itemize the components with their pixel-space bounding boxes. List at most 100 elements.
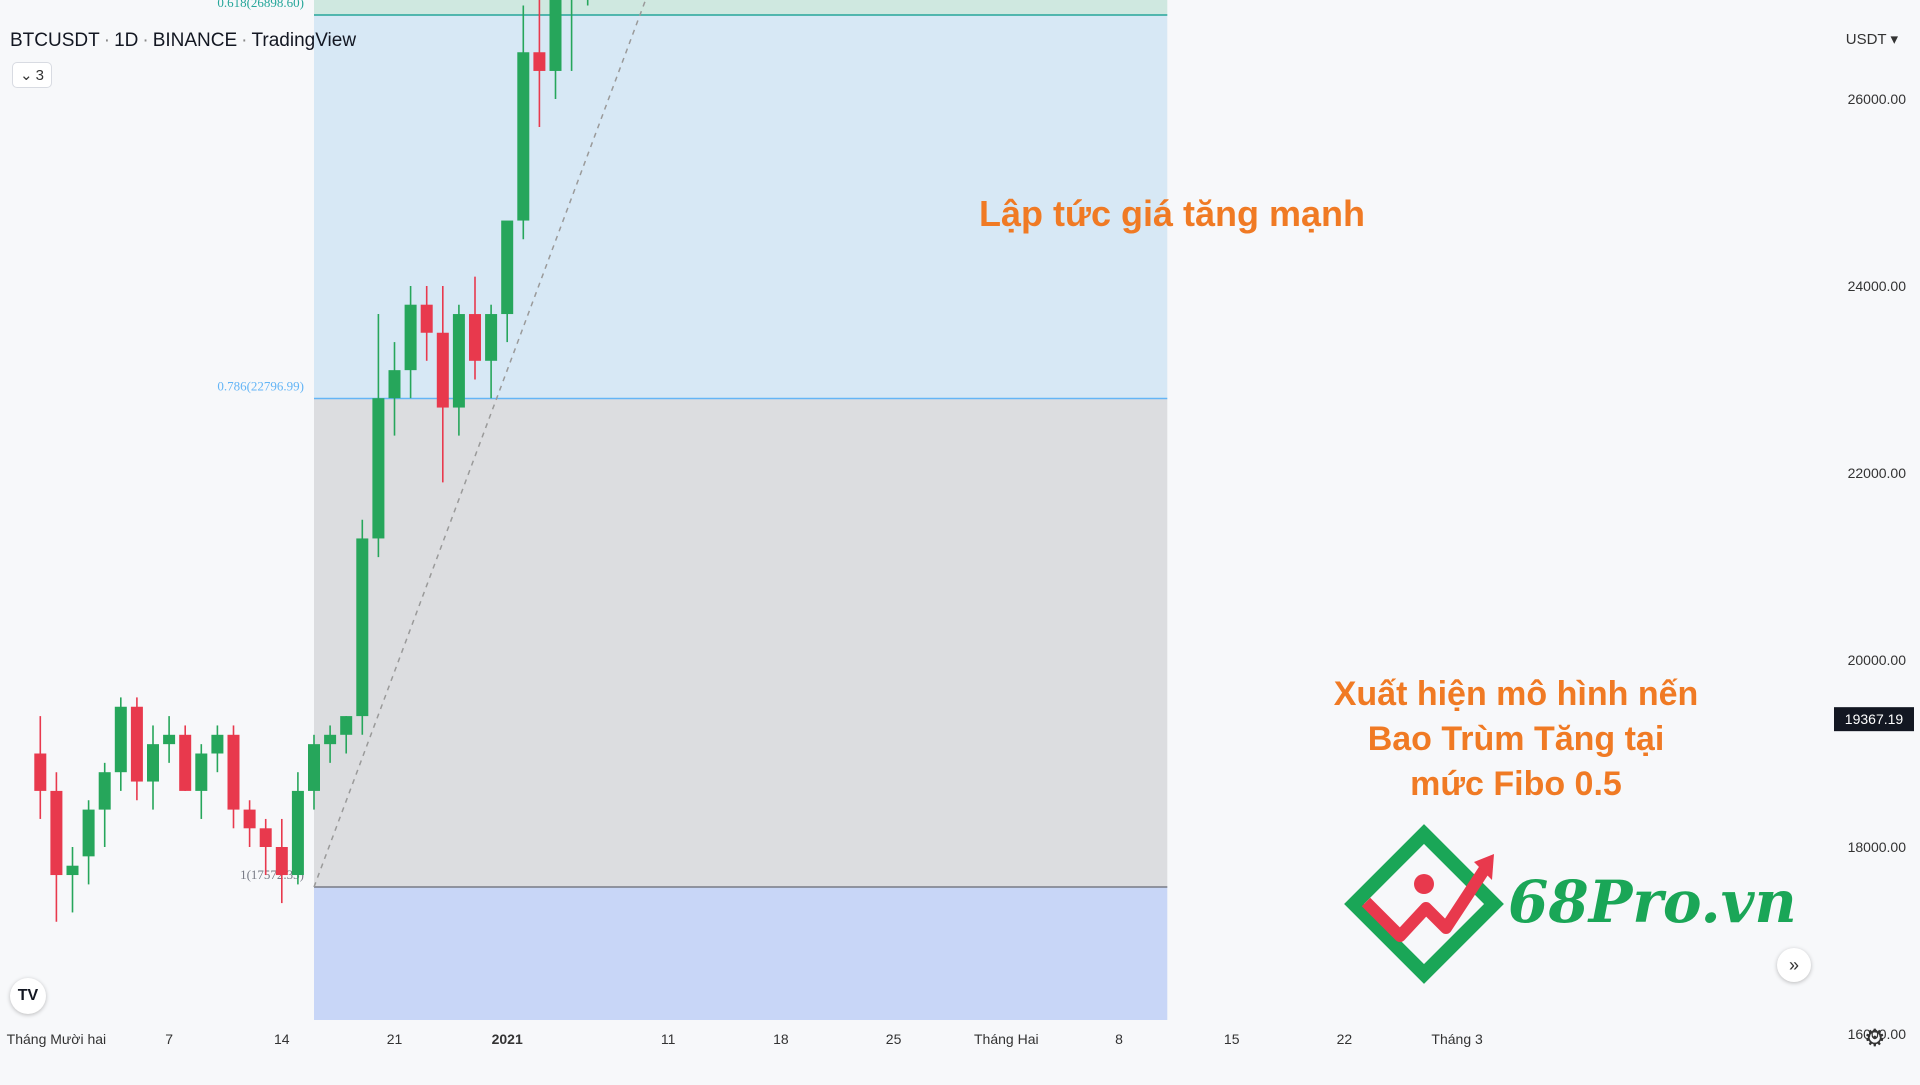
candle [50,772,63,922]
y-tick-label: 20000.00 [1848,652,1907,668]
candle [372,314,385,558]
candle [308,734,320,810]
tradingview-logo-icon[interactable]: TV [10,978,46,1014]
candle [485,304,498,399]
candle-body [485,314,498,361]
x-tick-label: Tháng 3 [1431,1031,1483,1047]
candle [549,0,562,99]
candle [291,772,304,885]
fib-level-label: 0.618(26898.60) [217,0,304,10]
x-tick-label: 15 [1224,1031,1240,1047]
candle [404,286,417,399]
candle-body [356,538,369,717]
candle-body [163,734,176,745]
candle-body [291,790,304,876]
interval-label[interactable]: 1D [114,30,139,51]
candle-body [34,753,47,791]
fibo-low-price-label: 19367.19 [1845,711,1904,727]
candle [259,818,272,876]
double-chevron-right-icon: » [1788,954,1799,975]
gear-icon[interactable]: ⚙ [1864,1025,1886,1052]
x-tick-label: 18 [773,1031,789,1047]
candle [570,0,573,71]
logo-dot [1414,874,1434,894]
fib-zone [314,398,1168,887]
x-tick-label: 2021 [492,1031,523,1047]
symbol-name[interactable]: BTCUSDT [10,30,100,51]
candle [340,716,353,754]
candle-body [549,0,562,71]
candle [130,697,143,801]
fib-level-label: 1(17572.33) [240,867,304,882]
candle-body [388,370,401,399]
candle-body [404,304,417,371]
candle [420,286,433,361]
caret-down-icon: ▾ [1890,31,1898,48]
candle-body [340,716,353,735]
logo-zigzag [1361,860,1494,942]
chevron-down-icon: ⌄ [20,67,33,84]
x-tick-label: 11 [661,1031,676,1047]
fibo-low-price-box [1834,707,1914,732]
candle-body [195,753,208,791]
exchange-label: BINANCE [152,30,238,51]
scroll-to-realtime-button[interactable]: » [1777,948,1811,982]
candle [452,304,465,436]
candle-body [50,790,63,876]
x-tick-label: 22 [1337,1031,1353,1047]
candle [147,725,159,810]
y-tick-label: 22000.00 [1848,465,1907,481]
candle [34,716,47,819]
candle-body [114,706,127,773]
candle-body [98,772,111,810]
currency-selector[interactable]: USDT ▾ [1846,30,1898,48]
candle [163,716,176,763]
candle-body [469,314,481,361]
candle-body [179,734,192,791]
fib-zone [314,0,1168,15]
candle [82,800,95,885]
fib-level-label: 0.786(22796.99) [217,378,304,393]
source-label: TradingView [251,30,357,51]
candle [227,725,240,829]
candle-body [259,828,272,847]
fib-zone [314,886,1168,1020]
candle-body [227,734,240,810]
logo-arrow-tip [1474,854,1494,880]
y-tick-label: 16000.00 [1848,1026,1907,1042]
symbol-header: BTCUSDT · 1D · BINANCE · TradingView [10,30,357,51]
candle-body [147,744,159,782]
time-axis: Tháng Mười hai 7 14 21 2021 11 18 25 Tháng Hai 8 1… [7,1031,1483,1047]
candle-body [517,52,530,221]
x-tick-label: Tháng Mười hai [7,1031,106,1047]
candle-body [436,332,449,408]
candle-body [420,304,433,333]
x-tick-label: Tháng Hai [974,1031,1039,1047]
y-tick-label: 24000.00 [1848,278,1907,294]
candle-body [533,52,546,71]
candle-body [243,809,256,829]
candle [388,342,401,436]
candle [324,725,337,763]
fibonacci-retracement[interactable]: 0(41986.65)0.236(36224.87)0.382(32660.38… [217,0,1168,1020]
y-tick-label: 26000.00 [1848,91,1907,107]
candle [533,0,546,128]
candle-body [452,314,465,408]
price-axis: 16000.00 18000.00 20000.00 22000.00 24000.00… [1834,91,1914,1042]
candle-body [372,398,385,539]
candle-body [211,734,224,754]
annotation-pattern-line: Xuất hiện mô hình nến [1334,675,1699,713]
candle [211,725,224,773]
x-tick-label: 14 [274,1031,290,1047]
candle-body [66,865,79,876]
annotation-pattern-line: mức Fibo 0.5 [1410,765,1622,803]
candles [34,0,589,922]
indicators-toggle-button[interactable]: ⌄ 3 [12,62,52,88]
site-logo [1344,824,1504,984]
annotation-rise-text: Lập tức giá tăng mạnh [979,193,1365,234]
candle-body [130,706,143,782]
candle [179,725,192,791]
candle [501,220,514,343]
